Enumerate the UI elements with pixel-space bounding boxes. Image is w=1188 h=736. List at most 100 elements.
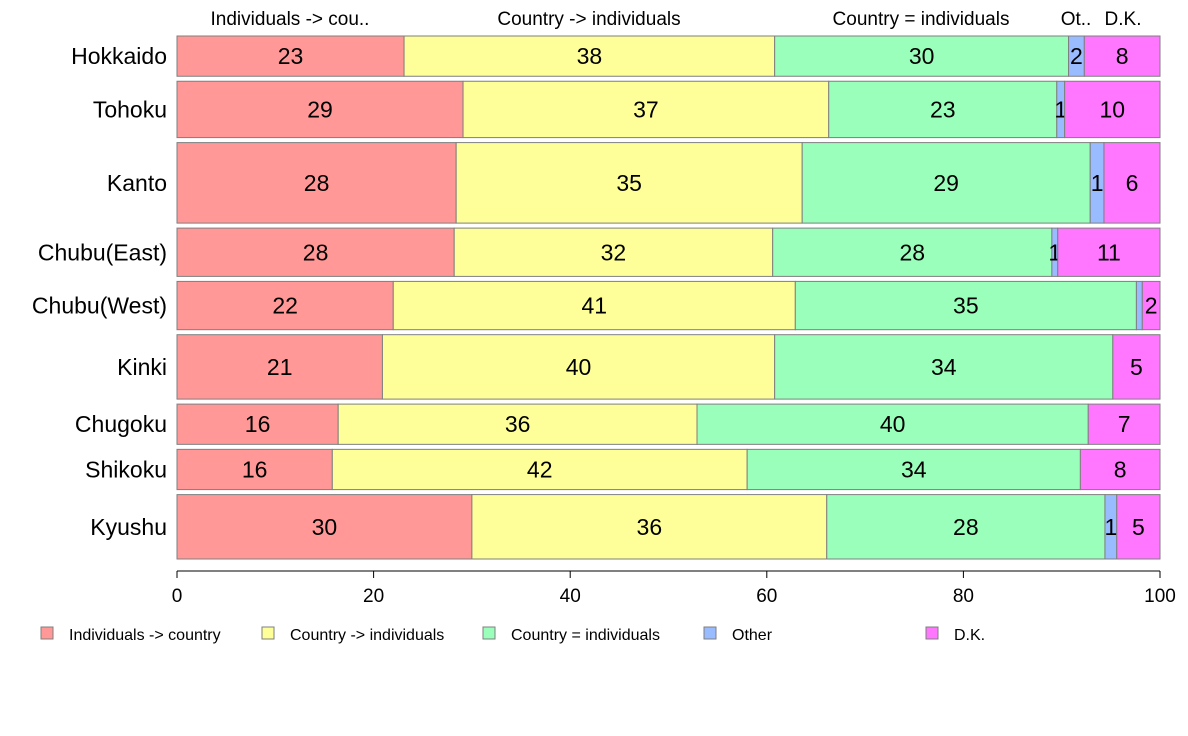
- bar-row: Hokkaido 23 38 30 2 8: [71, 35, 1161, 77]
- legend-swatch: [482, 626, 496, 640]
- category-label: Kanto: [107, 170, 167, 196]
- data-label: 28: [303, 239, 329, 265]
- x-axis: 0 20 40 60 80 100: [172, 570, 1176, 607]
- legend-label: Country -> individuals: [290, 627, 444, 644]
- data-label: 41: [581, 293, 607, 319]
- data-label: 5: [1132, 514, 1145, 540]
- data-label: 36: [637, 514, 663, 540]
- bar-segment: [471, 494, 828, 560]
- data-label: 28: [899, 239, 925, 265]
- legend-label: Country = individuals: [511, 627, 660, 644]
- data-label: 32: [601, 239, 627, 265]
- data-label: 28: [304, 170, 330, 196]
- legend-swatch: [261, 626, 275, 640]
- bar-segment: [392, 280, 796, 331]
- bar-segment: [1083, 35, 1161, 77]
- bar-segment: [381, 334, 776, 400]
- bar-segment: [462, 80, 830, 139]
- bar-segment: [801, 142, 1091, 224]
- bar-segment: [1141, 280, 1161, 331]
- data-label: 10: [1100, 96, 1126, 122]
- bar-segment: [455, 142, 803, 224]
- bar-segment: [331, 448, 748, 491]
- data-label: 2: [1070, 43, 1083, 69]
- data-label: 35: [953, 293, 979, 319]
- category-label: Shikoku: [85, 456, 167, 482]
- data-label: 38: [577, 43, 603, 69]
- x-tick-label: 60: [756, 586, 777, 607]
- data-label: 22: [272, 293, 298, 319]
- data-label: 8: [1116, 43, 1129, 69]
- data-label: 37: [633, 96, 659, 122]
- data-label: 29: [933, 170, 959, 196]
- column-header: Country -> individuals: [497, 9, 680, 30]
- category-label: Chubu(East): [38, 239, 167, 265]
- data-label: 30: [909, 43, 935, 69]
- bar-segment: [1116, 494, 1161, 560]
- bar-segment: [403, 35, 776, 77]
- data-label: 8: [1114, 456, 1127, 482]
- legend-item: Individuals -> country: [40, 626, 221, 644]
- bar-segment: [176, 448, 333, 491]
- x-tick-label: 20: [363, 586, 384, 607]
- bar-segment: [176, 494, 473, 560]
- bar-row: Chubu(East) 28 32 28 1 11: [38, 227, 1161, 277]
- legend-swatch: [703, 626, 717, 640]
- x-tick-label: 80: [953, 586, 974, 607]
- bar-segment: [828, 80, 1058, 139]
- data-label: 30: [312, 514, 338, 540]
- legend-swatch: [925, 626, 939, 640]
- bar-segment: [176, 80, 464, 139]
- bar-segment: [176, 35, 405, 77]
- bar-row: Chubu(West) 22 41 35 2: [32, 280, 1161, 331]
- legend-item: Other: [703, 626, 773, 644]
- bar-segment: [453, 227, 774, 277]
- legend-label: Individuals -> country: [69, 627, 221, 644]
- bar-segment: [1057, 227, 1161, 277]
- legend-label: D.K.: [954, 627, 985, 644]
- bar-segment: [1112, 334, 1161, 400]
- category-label: Chugoku: [75, 411, 167, 437]
- data-label: 42: [527, 456, 553, 482]
- data-label: 34: [931, 354, 957, 380]
- bar-row: Kanto 28 35 29 1 6: [107, 142, 1161, 224]
- bar-segment: [1135, 280, 1143, 331]
- bar-segment: [746, 448, 1081, 491]
- bar-segment: [826, 494, 1106, 560]
- data-label: 11: [1097, 239, 1121, 265]
- x-tick-label: 100: [1144, 586, 1176, 607]
- category-label: Kyushu: [90, 514, 167, 540]
- category-label: Chubu(West): [32, 293, 167, 319]
- bar-row: Tohoku 29 37 23 1 10: [93, 80, 1161, 139]
- bar-row: Chugoku 16 36 40 7: [75, 403, 1161, 445]
- data-label: 6: [1126, 170, 1139, 196]
- data-label: 35: [616, 170, 642, 196]
- bar-segment: [772, 227, 1053, 277]
- data-label: 7: [1118, 411, 1131, 437]
- data-label: 29: [307, 96, 333, 122]
- column-header: Individuals -> cou..: [211, 9, 370, 30]
- bar-row: Shikoku 16 42 34 8: [85, 448, 1161, 491]
- data-label: 1: [1104, 514, 1117, 540]
- data-label: 40: [566, 354, 592, 380]
- legend-label: Other: [732, 627, 773, 644]
- column-header: Country = individuals: [833, 9, 1010, 30]
- data-label: 21: [267, 354, 293, 380]
- data-label: 16: [242, 456, 268, 482]
- legend: Individuals -> country Country -> individ…: [40, 626, 985, 644]
- bar-segment: [176, 227, 455, 277]
- column-headers: Individuals -> cou.. Country -> individua…: [211, 9, 1142, 30]
- bar-row: Kinki 21 40 34 5: [117, 334, 1161, 400]
- x-tick-label: 0: [172, 586, 183, 607]
- data-label: 34: [901, 456, 927, 482]
- data-label: 2: [1145, 293, 1158, 319]
- bar-segment: [774, 334, 1114, 400]
- bar-segment: [696, 403, 1089, 445]
- legend-item: Country = individuals: [482, 626, 660, 644]
- bar-row: Kyushu 30 36 28 1 5: [90, 494, 1161, 560]
- data-label: 23: [278, 43, 304, 69]
- data-label: 36: [505, 411, 531, 437]
- legend-item: D.K.: [925, 626, 985, 644]
